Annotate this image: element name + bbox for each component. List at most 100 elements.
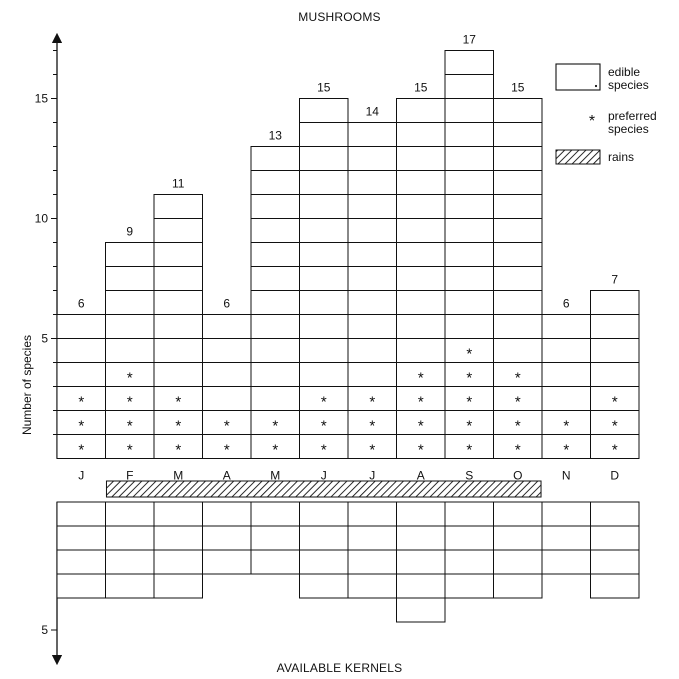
legend-edible-swatch	[555, 63, 601, 91]
preferred-star: *	[466, 394, 472, 411]
kernel-cell	[590, 549, 640, 575]
bar-cell	[347, 218, 397, 243]
bar-cell	[250, 146, 300, 171]
x-tick-label: J	[369, 469, 375, 483]
bar-cell	[299, 314, 349, 339]
bar-cell	[153, 218, 203, 243]
bar-cell	[56, 386, 106, 411]
bar-cell	[396, 386, 446, 411]
y-tick-label: 5	[41, 332, 48, 346]
bar-cell	[396, 410, 446, 435]
bar-cell	[105, 242, 155, 267]
bar-mushrooms-11	[590, 290, 640, 459]
kernel-cell	[299, 549, 349, 575]
bar-cell	[299, 338, 349, 363]
bar-cell	[299, 170, 349, 195]
bar-cell	[396, 146, 446, 171]
bar-cell	[250, 410, 300, 435]
x-tick-label: D	[610, 469, 619, 483]
bar-cell	[493, 266, 543, 291]
data-label: 14	[366, 105, 380, 119]
bar-kernels-2	[153, 501, 203, 599]
kernel-cell	[105, 525, 155, 551]
y-tick-label: 10	[35, 212, 49, 226]
bar-cell	[444, 242, 494, 267]
kernel-cell	[347, 549, 397, 575]
bar-cell	[493, 290, 543, 315]
kernel-cell	[396, 525, 446, 551]
bar-cell	[250, 242, 300, 267]
bar-mushrooms-2	[153, 194, 203, 459]
chart-title-mushrooms: MUSHROOMS	[298, 10, 381, 24]
bar-cell	[347, 122, 397, 147]
preferred-star: *	[563, 442, 569, 459]
preferred-star: *	[321, 418, 327, 435]
bar-cell	[444, 338, 494, 363]
bar-cell	[56, 314, 106, 339]
bar-mushrooms-3	[202, 314, 252, 459]
y-tick-label: 15	[35, 92, 49, 106]
bar-cell	[590, 314, 640, 339]
bar-cell	[444, 146, 494, 171]
bar-cell	[493, 122, 543, 147]
kernel-cell	[444, 549, 494, 575]
bar-cell	[153, 362, 203, 387]
bar-cell	[105, 266, 155, 291]
bar-cell	[153, 338, 203, 363]
bar-cell	[396, 266, 446, 291]
bar-cell	[347, 170, 397, 195]
preferred-star: *	[78, 394, 84, 411]
bar-cell	[444, 362, 494, 387]
kernel-cell	[347, 501, 397, 527]
kernel-cell	[299, 573, 349, 599]
kernel-cell	[444, 573, 494, 599]
bar-cell	[444, 74, 494, 99]
x-tick-label: N	[562, 469, 571, 483]
kernel-cell	[493, 549, 543, 575]
bar-cell	[493, 410, 543, 435]
preferred-star: *	[418, 394, 424, 411]
bar-cell	[444, 218, 494, 243]
kernel-cell	[541, 501, 591, 527]
x-tick-label: S	[465, 469, 473, 483]
preferred-star: *	[127, 394, 133, 411]
bar-cell	[541, 314, 591, 339]
preferred-star: *	[175, 394, 181, 411]
preferred-star: *	[321, 394, 327, 411]
bar-cell	[493, 314, 543, 339]
bar-cell	[56, 434, 106, 459]
bar-cell	[347, 290, 397, 315]
bar-cell	[590, 338, 640, 363]
bar-cell	[202, 410, 252, 435]
data-label: 17	[463, 33, 477, 47]
bar-cell	[202, 338, 252, 363]
data-label: 15	[511, 81, 525, 95]
preferred-star: *	[272, 418, 278, 435]
bar-cell	[250, 362, 300, 387]
bar-cell	[541, 386, 591, 411]
bar-cell	[444, 314, 494, 339]
bar-cell	[153, 242, 203, 267]
kernel-cell	[396, 597, 446, 623]
legend-preferred-label-2: species	[608, 122, 649, 136]
bar-cell	[493, 218, 543, 243]
kernel-cell	[250, 525, 300, 551]
bar-cell	[250, 170, 300, 195]
data-label: 6	[563, 297, 570, 311]
bar-cell	[347, 194, 397, 219]
bar-cell	[590, 386, 640, 411]
bar-kernels-0	[56, 501, 106, 599]
kernel-cell	[153, 549, 203, 575]
kernel-cell	[493, 525, 543, 551]
bar-cell	[347, 146, 397, 171]
labels-group: 5 10 15 * * * 6 J * * * * 9 F * * * 11 M * * 6 A * * 13 M * * * 15 J * * *…	[35, 33, 620, 638]
bar-cell	[347, 242, 397, 267]
preferred-star: *	[175, 418, 181, 435]
preferred-star: *	[612, 394, 618, 411]
bar-cell	[105, 338, 155, 363]
kernel-cell	[202, 549, 252, 575]
preferred-star: *	[612, 442, 618, 459]
bar-kernels-6	[347, 501, 397, 599]
preferred-star: *	[127, 418, 133, 435]
bar-cell	[493, 242, 543, 267]
